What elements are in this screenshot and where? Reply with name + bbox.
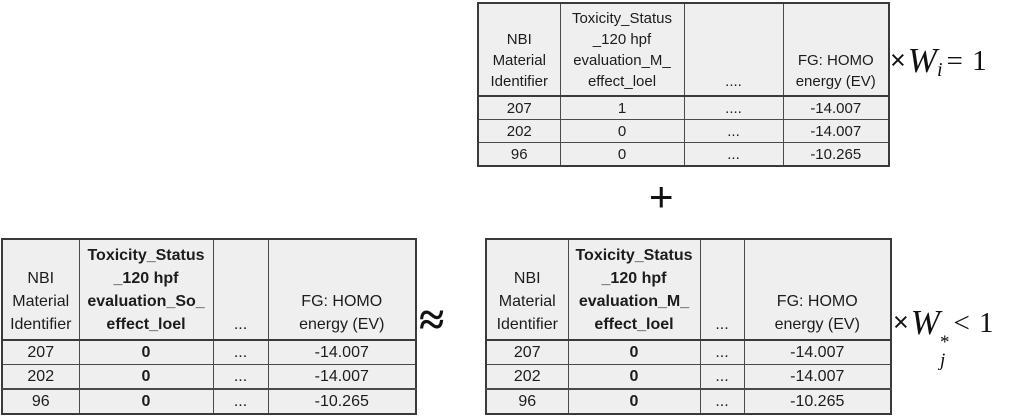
data-cell: 96: [485, 388, 569, 415]
data-cell: -14.007: [782, 95, 890, 120]
table-row: 202 0 ... -14.007: [485, 364, 892, 390]
weight-variable: W: [910, 303, 940, 342]
header-row: NBI Material Identifier Toxicity_Status …: [485, 238, 892, 341]
data-cell: 0: [559, 119, 685, 143]
data-cell: 96: [1, 388, 80, 415]
data-cell: 207: [1, 339, 80, 365]
weight-wj-annotation: ×W * j < 1: [893, 305, 995, 370]
bottom-right-table: NBI Material Identifier Toxicity_Status …: [485, 238, 892, 415]
top-weight-table-grid: NBI Material Identifier Toxicity_Status …: [477, 2, 890, 167]
weight-variable: W: [907, 41, 937, 80]
data-cell: 0: [78, 388, 214, 415]
data-cell: 202: [477, 119, 561, 143]
table-row: 202 0 ... -14.007: [477, 119, 890, 143]
plus-operator: +: [649, 173, 674, 220]
table-row: 202 0 ... -14.007: [1, 364, 417, 390]
table-row: 207 1 .... -14.007: [477, 95, 890, 120]
data-cell: ...: [699, 388, 745, 415]
table-row: 96 0 ... -10.265: [477, 142, 890, 167]
data-cell: 207: [485, 339, 569, 365]
data-cell: ...: [212, 339, 269, 365]
data-cell: ...: [212, 364, 269, 390]
data-cell: ...: [699, 364, 745, 390]
header-cell-toxicity-status: Toxicity_Status _120 hpf evaluation_So_ …: [78, 238, 214, 341]
data-cell: 202: [1, 364, 80, 390]
header-cell-toxicity-status: Toxicity_Status _120 hpf evaluation_M_ e…: [559, 2, 685, 97]
data-cell: 0: [78, 339, 214, 365]
data-cell: 0: [567, 364, 701, 390]
weight-subscript: j: [939, 350, 946, 372]
weight-wi-annotation: ×Wi = 1: [890, 43, 988, 80]
data-cell: 1: [559, 95, 685, 120]
header-cell-nbi-identifier: NBI Material Identifier: [1, 238, 80, 341]
bottom-right-table-grid: NBI Material Identifier Toxicity_Status …: [485, 238, 892, 415]
data-cell: -14.007: [782, 119, 890, 143]
header-cell-homo-energy: FG: HOMO energy (EV): [267, 238, 417, 341]
header-cell-ellipsis: ...: [699, 238, 745, 341]
bottom-left-table-grid: NBI Material Identifier Toxicity_Status …: [1, 238, 417, 415]
data-cell: 0: [567, 388, 701, 415]
header-cell-homo-energy: FG: HOMO energy (EV): [782, 2, 890, 97]
data-cell: 0: [567, 339, 701, 365]
top-weight-table: NBI Material Identifier Toxicity_Status …: [477, 2, 890, 167]
table-row: 207 0 ... -14.007: [485, 339, 892, 365]
data-cell: -10.265: [267, 388, 417, 415]
data-cell: 0: [559, 142, 685, 167]
multiply-sign: ×: [890, 45, 908, 75]
weight-subscript: i: [936, 59, 943, 82]
data-cell: ...: [683, 119, 784, 143]
bottom-left-table: NBI Material Identifier Toxicity_Status …: [1, 238, 417, 415]
header-cell-ellipsis: ...: [212, 238, 269, 341]
header-cell-nbi-identifier: NBI Material Identifier: [485, 238, 569, 341]
data-cell: -14.007: [743, 339, 892, 365]
data-cell: -10.265: [782, 142, 890, 167]
header-cell-nbi-identifier: NBI Material Identifier: [477, 2, 561, 97]
multiply-sign: ×: [893, 307, 911, 337]
data-cell: ...: [212, 388, 269, 415]
header-cell-ellipsis: ....: [683, 2, 784, 97]
data-cell: ....: [683, 95, 784, 120]
weight-superscript: *: [939, 332, 950, 353]
weight-relation: < 1: [953, 307, 995, 339]
weight-subsup: * j: [939, 332, 950, 372]
data-cell: 96: [477, 142, 561, 167]
table-row: 207 0 ... -14.007: [1, 339, 417, 365]
table-row: 96 0 ... -10.265: [1, 388, 417, 415]
data-cell: -10.265: [743, 388, 892, 415]
header-cell-toxicity-status: Toxicity_Status _120 hpf evaluation_M_ e…: [567, 238, 701, 341]
data-cell: ...: [683, 142, 784, 167]
data-cell: -14.007: [267, 364, 417, 390]
data-cell: -14.007: [743, 364, 892, 390]
data-cell: 202: [485, 364, 569, 390]
weight-relation: = 1: [946, 45, 988, 77]
table-row: 96 0 ... -10.265: [485, 388, 892, 415]
header-cell-homo-energy: FG: HOMO energy (EV): [743, 238, 892, 341]
header-row: NBI Material Identifier Toxicity_Status …: [1, 238, 417, 341]
data-cell: -14.007: [267, 339, 417, 365]
approx-operator: ≈: [419, 294, 445, 345]
data-cell: ...: [699, 339, 745, 365]
data-cell: 207: [477, 95, 561, 120]
header-row: NBI Material Identifier Toxicity_Status …: [477, 2, 890, 97]
data-cell: 0: [78, 364, 214, 390]
